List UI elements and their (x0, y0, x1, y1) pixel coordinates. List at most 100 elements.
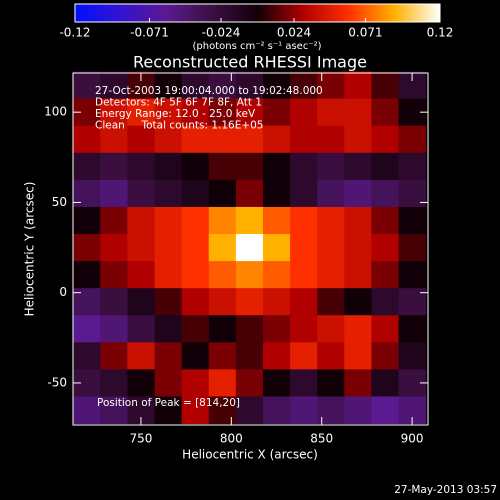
heat-cell (290, 288, 318, 316)
heat-cell (235, 71, 264, 100)
heat-cell (317, 315, 345, 343)
heat-cell (262, 288, 291, 316)
annotation: Clean Total counts: 1.16E+05 (95, 120, 264, 132)
heat-cell (344, 179, 372, 208)
heat-cell (398, 206, 427, 235)
heat-cell (100, 152, 128, 181)
peak-label: Position of Peak = [814,20] (97, 397, 240, 409)
annotation: Detectors: 4F 5F 6F 7F 8F, Att 1 (95, 97, 262, 109)
heat-cell (181, 98, 210, 127)
heat-cell (235, 179, 264, 208)
heat-cell (344, 234, 372, 262)
heat-cell (262, 125, 291, 154)
heat-cell (317, 179, 345, 208)
heat-cell (344, 98, 372, 127)
heat-cell (73, 179, 101, 208)
annotation: 27-Oct-2003 19:00:04.000 to 19:02:48.000 (95, 85, 323, 97)
heat-cell (154, 71, 183, 100)
x-axis-label: Heliocentric X (arcsec) (182, 448, 318, 462)
heat-cell (154, 288, 183, 316)
heat-cell (208, 342, 237, 370)
heat-cell (371, 98, 400, 127)
heat-cell (100, 206, 128, 235)
colorbar-tick-label: -0.071 (130, 26, 169, 40)
x-tick-label: 850 (310, 432, 333, 446)
heat-cell (262, 261, 291, 289)
heat-cell (73, 396, 101, 425)
heat-cell (154, 234, 183, 262)
heat-cell (317, 206, 345, 235)
heat-cell (371, 206, 400, 235)
heat-cell (317, 288, 345, 316)
chart-title: Reconstructed RHESSI Image (133, 53, 367, 72)
x-tick-label: 750 (130, 432, 153, 446)
heat-cell (181, 234, 210, 262)
heat-cell (235, 369, 264, 397)
heat-cell (262, 369, 291, 397)
heat-cell (73, 342, 101, 370)
heat-cell (290, 261, 318, 289)
heat-cell (371, 234, 400, 262)
heat-cell (127, 342, 156, 370)
heat-cell (127, 315, 156, 343)
heat-cell (371, 396, 400, 425)
y-tick-label: 0 (59, 285, 67, 299)
heat-cell (398, 234, 427, 262)
heat-cell (290, 98, 318, 127)
y-axis-label: Heliocentric Y (arcsec) (23, 182, 37, 317)
heat-cell (208, 125, 237, 154)
timestamp: 27-May-2013 03:57 (394, 484, 497, 496)
heat-cell (235, 125, 264, 154)
heat-cell (344, 315, 372, 343)
heat-cell (290, 396, 318, 425)
heat-cell (208, 179, 237, 208)
heat-cell (344, 261, 372, 289)
heat-cell (262, 234, 291, 262)
heat-cell (181, 315, 210, 343)
heat-cell (208, 234, 237, 262)
heat-cell (73, 71, 101, 100)
heat-cell (181, 125, 210, 154)
heat-cell (235, 98, 264, 127)
heat-cell (344, 71, 372, 100)
heat-cell (154, 315, 183, 343)
heat-cell (262, 152, 291, 181)
y-tick-label: 100 (44, 105, 67, 119)
heat-cell (344, 342, 372, 370)
plot-frame (72, 72, 429, 426)
heat-cell (154, 179, 183, 208)
heat-cell (235, 288, 264, 316)
heat-cell (181, 396, 210, 425)
heat-cell (154, 98, 183, 127)
heat-cell (371, 71, 400, 100)
heat-cell (73, 206, 101, 235)
heat-cell (371, 342, 400, 370)
heat-cell (344, 369, 372, 397)
heatmap (73, 71, 427, 425)
colorbar-tick-label: 0.024 (277, 26, 311, 40)
x-tick-label: 900 (401, 432, 424, 446)
heat-cell (235, 152, 264, 181)
heat-cell (290, 369, 318, 397)
heat-cell (290, 152, 318, 181)
heat-cell (73, 152, 101, 181)
heat-cell (262, 71, 291, 100)
heat-cell (100, 179, 128, 208)
heat-cell (262, 342, 291, 370)
heat-cell (100, 396, 128, 425)
colorbar-tick-label: -0.12 (59, 26, 90, 40)
heat-cell (208, 206, 237, 235)
heat-cell (181, 152, 210, 181)
heat-cell (208, 369, 237, 397)
heat-cell (344, 152, 372, 181)
colorbar-tick-label: -0.024 (202, 26, 241, 40)
x-tick-label: 800 (220, 432, 243, 446)
heat-cell (181, 369, 210, 397)
heat-cell (317, 342, 345, 370)
heat-cell (317, 98, 345, 127)
heat-cell (154, 396, 183, 425)
heat-cell (262, 315, 291, 343)
heat-cell (100, 234, 128, 262)
heat-cell (235, 315, 264, 343)
heat-cell (127, 179, 156, 208)
